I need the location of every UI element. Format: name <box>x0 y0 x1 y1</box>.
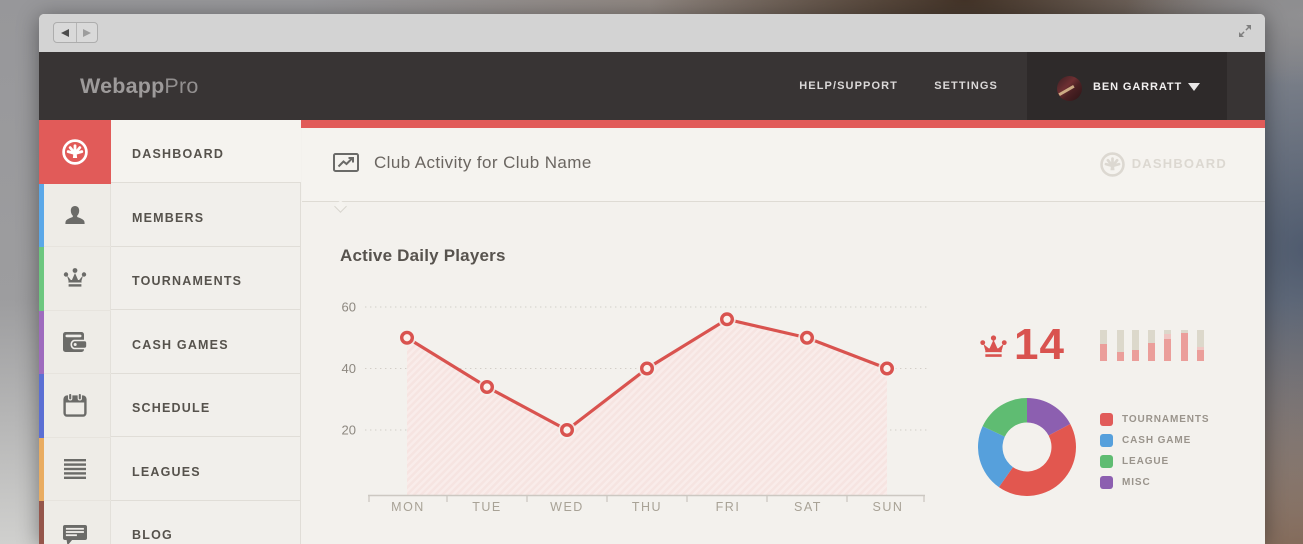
svg-text:40: 40 <box>342 361 356 376</box>
svg-text:SUN: SUN <box>873 500 904 514</box>
svg-text:SAT: SAT <box>794 500 822 514</box>
svg-text:60: 60 <box>342 300 356 315</box>
svg-text:TUE: TUE <box>472 500 502 514</box>
svg-text:WED: WED <box>550 500 584 514</box>
svg-text:20: 20 <box>342 423 356 438</box>
svg-text:FRI: FRI <box>716 500 741 514</box>
svg-text:MON: MON <box>391 500 425 514</box>
svg-text:THU: THU <box>632 500 662 514</box>
